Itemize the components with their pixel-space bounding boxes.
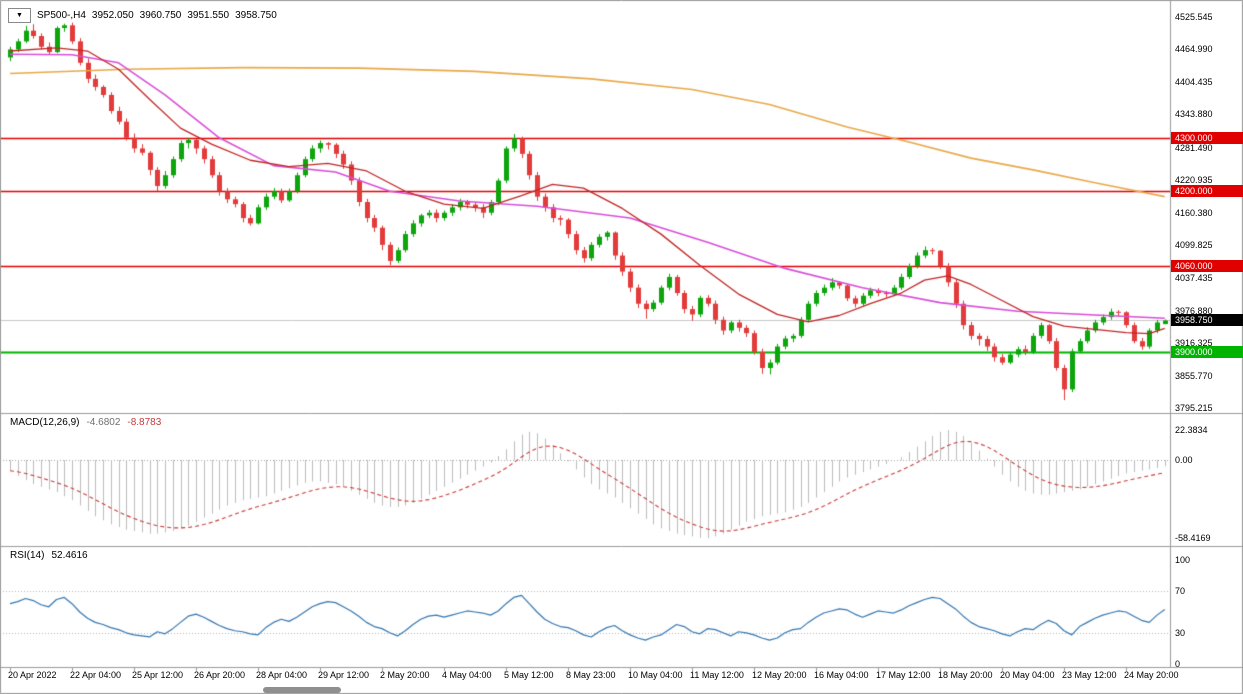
price-axis-label: 4220.935 — [1175, 175, 1213, 186]
time-axis-label: 20 Apr 2022 — [8, 670, 57, 680]
rsi-axis-label: 0 — [1175, 659, 1181, 669]
price-axis-label: 4037.435 — [1175, 273, 1213, 284]
price-axis-label: 3795.215 — [1175, 403, 1213, 414]
time-axis-label: 20 May 04:00 — [1000, 670, 1055, 680]
price-axis-label: 4464.990 — [1175, 44, 1213, 55]
rsi-axis-label: 100 — [1175, 555, 1191, 565]
time-axis-label: 24 May 20:00 — [1124, 670, 1179, 680]
ohlc-close-value: 3958.750 — [235, 9, 277, 21]
macd-signal-value: -8.8783 — [127, 417, 162, 428]
rsi-axis-label: 70 — [1175, 586, 1186, 597]
ohlc-low-value: 3951.550 — [187, 9, 230, 21]
time-axis[interactable]: 20 Apr 2022 22 Apr 04:00 25 Apr 12:00 26 Ap… — [0, 668, 1243, 694]
ohlc-open-value: 3952.050 — [91, 9, 134, 21]
rsi-value: 52.4616 — [51, 550, 88, 561]
level-price-badge: 3900.000 — [1171, 345, 1243, 358]
price-axis-label: 4404.435 — [1175, 76, 1213, 87]
price-axis-label: 4099.825 — [1175, 239, 1213, 250]
rsi-indicator-label: RSI(14) 52.4616 — [10, 550, 88, 561]
symbol-timeframe-label: SP500-,H4 — [37, 9, 86, 21]
time-axis-label: 23 May 12:00 — [1062, 670, 1117, 680]
price-axis-label: 4525.545 — [1175, 12, 1213, 22]
macd-axis-label: 22.3834 — [1175, 425, 1208, 435]
symbol-info-bar: ▼ SP500-,H4 3952.050 3960.750 3951.550 3… — [8, 7, 277, 23]
macd-main-value: -4.6802 — [86, 417, 121, 428]
time-axis-label: 10 May 04:00 — [628, 670, 683, 680]
symbol-dropdown-icon[interactable]: ▼ — [8, 7, 31, 23]
macd-axis-label: -58.4169 — [1175, 533, 1211, 544]
current-price-badge: 3958.750 — [1171, 314, 1243, 327]
time-axis-label: 2 May 20:00 — [380, 670, 430, 680]
rsi-axis-label: 30 — [1175, 627, 1186, 638]
price-axis-label: 4281.490 — [1175, 142, 1213, 153]
ohlc-high-value: 3960.750 — [139, 9, 182, 21]
price-axis-label: 4160.380 — [1175, 207, 1213, 218]
time-axis-label: 12 May 20:00 — [752, 670, 807, 680]
time-axis-label: 8 May 23:00 — [566, 670, 616, 680]
time-axis-label: 11 May 12:00 — [690, 670, 744, 680]
macd-axis-label: 0.00 — [1175, 455, 1193, 465]
time-axis-label: 16 May 04:00 — [814, 670, 869, 680]
level-price-badge: 4200.000 — [1171, 185, 1243, 198]
price-axis-label: 3916.325 — [1175, 338, 1213, 349]
price-axis-label: 3976.880 — [1175, 305, 1213, 316]
rsi-name: RSI(14) — [10, 550, 45, 561]
horizontal-scrollbar-thumb[interactable] — [263, 687, 341, 693]
time-axis-label: 25 Apr 12:00 — [132, 670, 184, 680]
price-axis[interactable]: 4525.545 4464.990 4404.435 4343.880 4281.490… — [1171, 0, 1243, 669]
level-price-badge: 4300.000 — [1171, 131, 1243, 144]
time-axis-label: 26 Apr 20:00 — [194, 670, 246, 680]
time-axis-label: 28 Apr 04:00 — [256, 670, 308, 680]
time-axis-label: 18 May 20:00 — [938, 670, 993, 680]
price-axis-label: 4343.880 — [1175, 109, 1213, 120]
time-axis-label: 4 May 04:00 — [442, 670, 492, 680]
macd-indicator-label: MACD(12,26,9) -4.6802 -8.8783 — [10, 417, 161, 428]
time-axis-label: 22 Apr 04:00 — [70, 670, 122, 680]
level-price-badge: 4060.000 — [1171, 260, 1243, 273]
price-axis-label: 3855.770 — [1175, 370, 1213, 381]
time-axis-label: 5 May 12:00 — [504, 670, 554, 680]
time-axis-label: 29 Apr 12:00 — [318, 670, 370, 680]
macd-name: MACD(12,26,9) — [10, 417, 80, 428]
time-axis-label: 17 May 12:00 — [876, 670, 931, 680]
